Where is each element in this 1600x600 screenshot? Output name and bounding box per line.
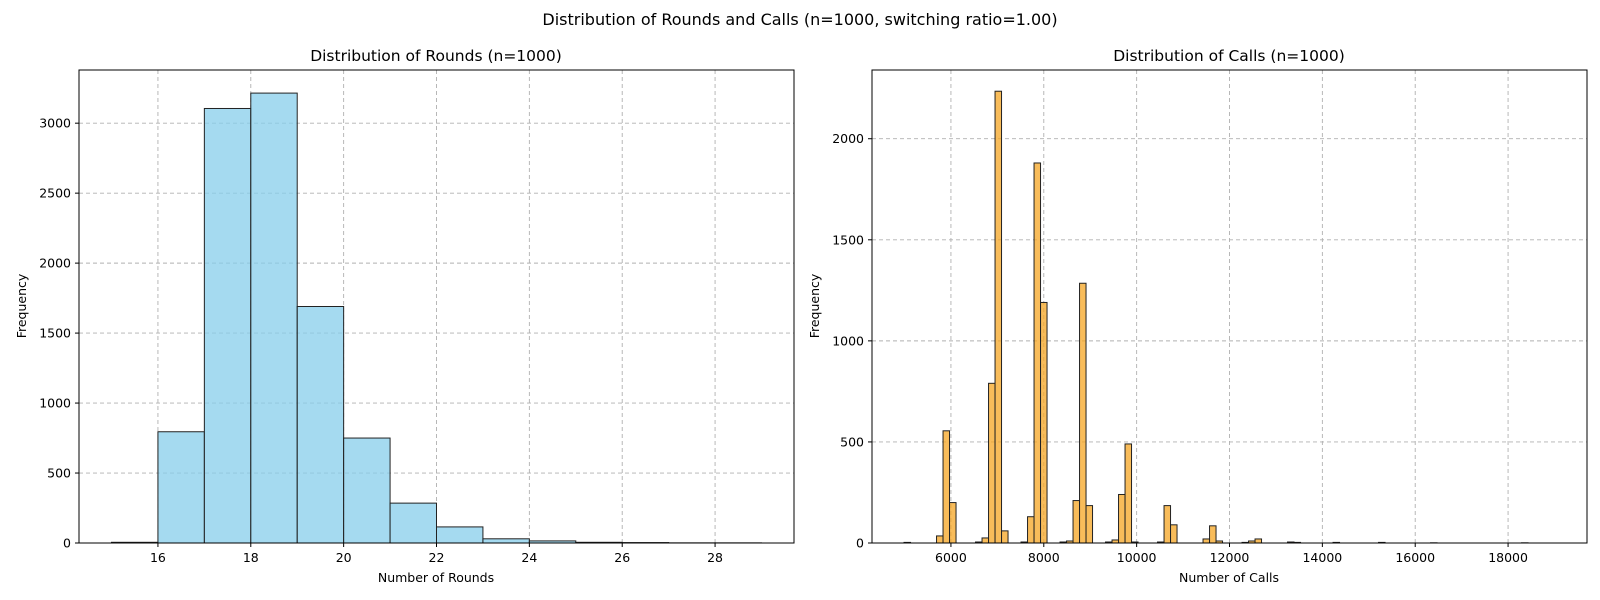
rounds-y-tick-label: 1000 — [39, 396, 71, 411]
calls-y-tick-label: 2000 — [832, 131, 864, 146]
calls-x-tick-label: 14000 — [1302, 550, 1342, 565]
rounds-histogram: Distribution of Rounds (n=1000) 16 18 20 22… — [14, 47, 795, 585]
calls-histogram-bar — [1254, 538, 1263, 544]
calls-y-tick-label: 0 — [856, 536, 864, 551]
rounds-x-tick-label: 26 — [614, 550, 630, 565]
rounds-y-axis-label: Frequency — [14, 273, 29, 338]
rounds-histogram-bar — [482, 538, 530, 544]
calls-x-axis-label: Number of Calls — [1179, 570, 1279, 585]
calls-histogram-bar — [1033, 162, 1042, 544]
calls-y-tick-label: 1500 — [832, 232, 864, 247]
rounds-x-tick-label: 24 — [521, 550, 537, 565]
calls-histogram-bar — [1170, 524, 1178, 544]
calls-x-tick-label: 16000 — [1395, 550, 1435, 565]
rounds-histogram-bar — [296, 306, 345, 544]
calls-histogram-bar — [1079, 282, 1087, 544]
calls-histogram-bar — [936, 535, 944, 544]
calls-histogram: Distribution of Calls (n=1000) 6000 8000 1… — [807, 47, 1588, 585]
rounds-chart-title: Distribution of Rounds (n=1000) — [310, 47, 562, 65]
rounds-x-tick-label: 28 — [707, 550, 723, 565]
rounds-histogram-bar — [389, 502, 438, 544]
rounds-x-axis-label: Number of Rounds — [378, 570, 494, 585]
rounds-x-tick-label: 20 — [336, 550, 352, 565]
rounds-y-tick-label: 1500 — [39, 326, 71, 341]
rounds-histogram-bar — [436, 526, 484, 544]
calls-y-tick-label: 500 — [840, 434, 864, 449]
rounds-y-tick-label: 0 — [63, 536, 71, 551]
rounds-histogram-bar — [343, 437, 391, 544]
rounds-x-tick-label: 22 — [429, 550, 445, 565]
calls-histogram-bar — [1163, 505, 1172, 544]
calls-histogram-bar — [1124, 443, 1133, 544]
calls-y-axis-label: Frequency — [807, 273, 822, 338]
calls-histogram-bar — [1202, 538, 1211, 544]
calls-x-tick-label: 12000 — [1210, 550, 1250, 565]
figure-title: Distribution of Rounds and Calls (n=1000… — [542, 10, 1057, 29]
calls-histogram-bar — [1027, 516, 1035, 544]
rounds-y-tick-label: 3000 — [39, 116, 71, 131]
calls-histogram-bar — [942, 430, 951, 544]
rounds-x-tick-label: 16 — [150, 550, 166, 565]
calls-histogram-bar — [1209, 525, 1217, 544]
calls-x-tick-label: 18000 — [1488, 550, 1528, 565]
calls-x-tick-label: 6000 — [935, 550, 967, 565]
calls-chart-title: Distribution of Calls (n=1000) — [1113, 47, 1345, 65]
rounds-y-tick-label: 2500 — [39, 186, 71, 201]
calls-histogram-bar — [981, 537, 990, 544]
calls-histogram-bar — [1072, 500, 1081, 544]
rounds-histogram-bar — [250, 92, 298, 544]
rounds-histogram-bar — [203, 107, 252, 544]
rounds-histogram-bar — [157, 431, 205, 544]
rounds-y-tick-label: 2000 — [39, 256, 71, 271]
calls-x-tick-label: 8000 — [1028, 550, 1060, 565]
calls-histogram-bar — [1085, 505, 1094, 544]
calls-histogram-bar — [988, 382, 996, 544]
calls-histogram-bar — [1040, 301, 1048, 544]
calls-histogram-bar — [949, 502, 957, 544]
calls-y-tick-label: 1000 — [832, 333, 864, 348]
calls-histogram-bar — [994, 90, 1003, 544]
calls-histogram-bar — [1118, 493, 1126, 544]
rounds-y-tick-label: 500 — [47, 466, 71, 481]
calls-x-tick-label: 10000 — [1117, 550, 1157, 565]
rounds-x-tick-label: 18 — [243, 550, 259, 565]
calls-histogram-bar — [1001, 530, 1009, 544]
